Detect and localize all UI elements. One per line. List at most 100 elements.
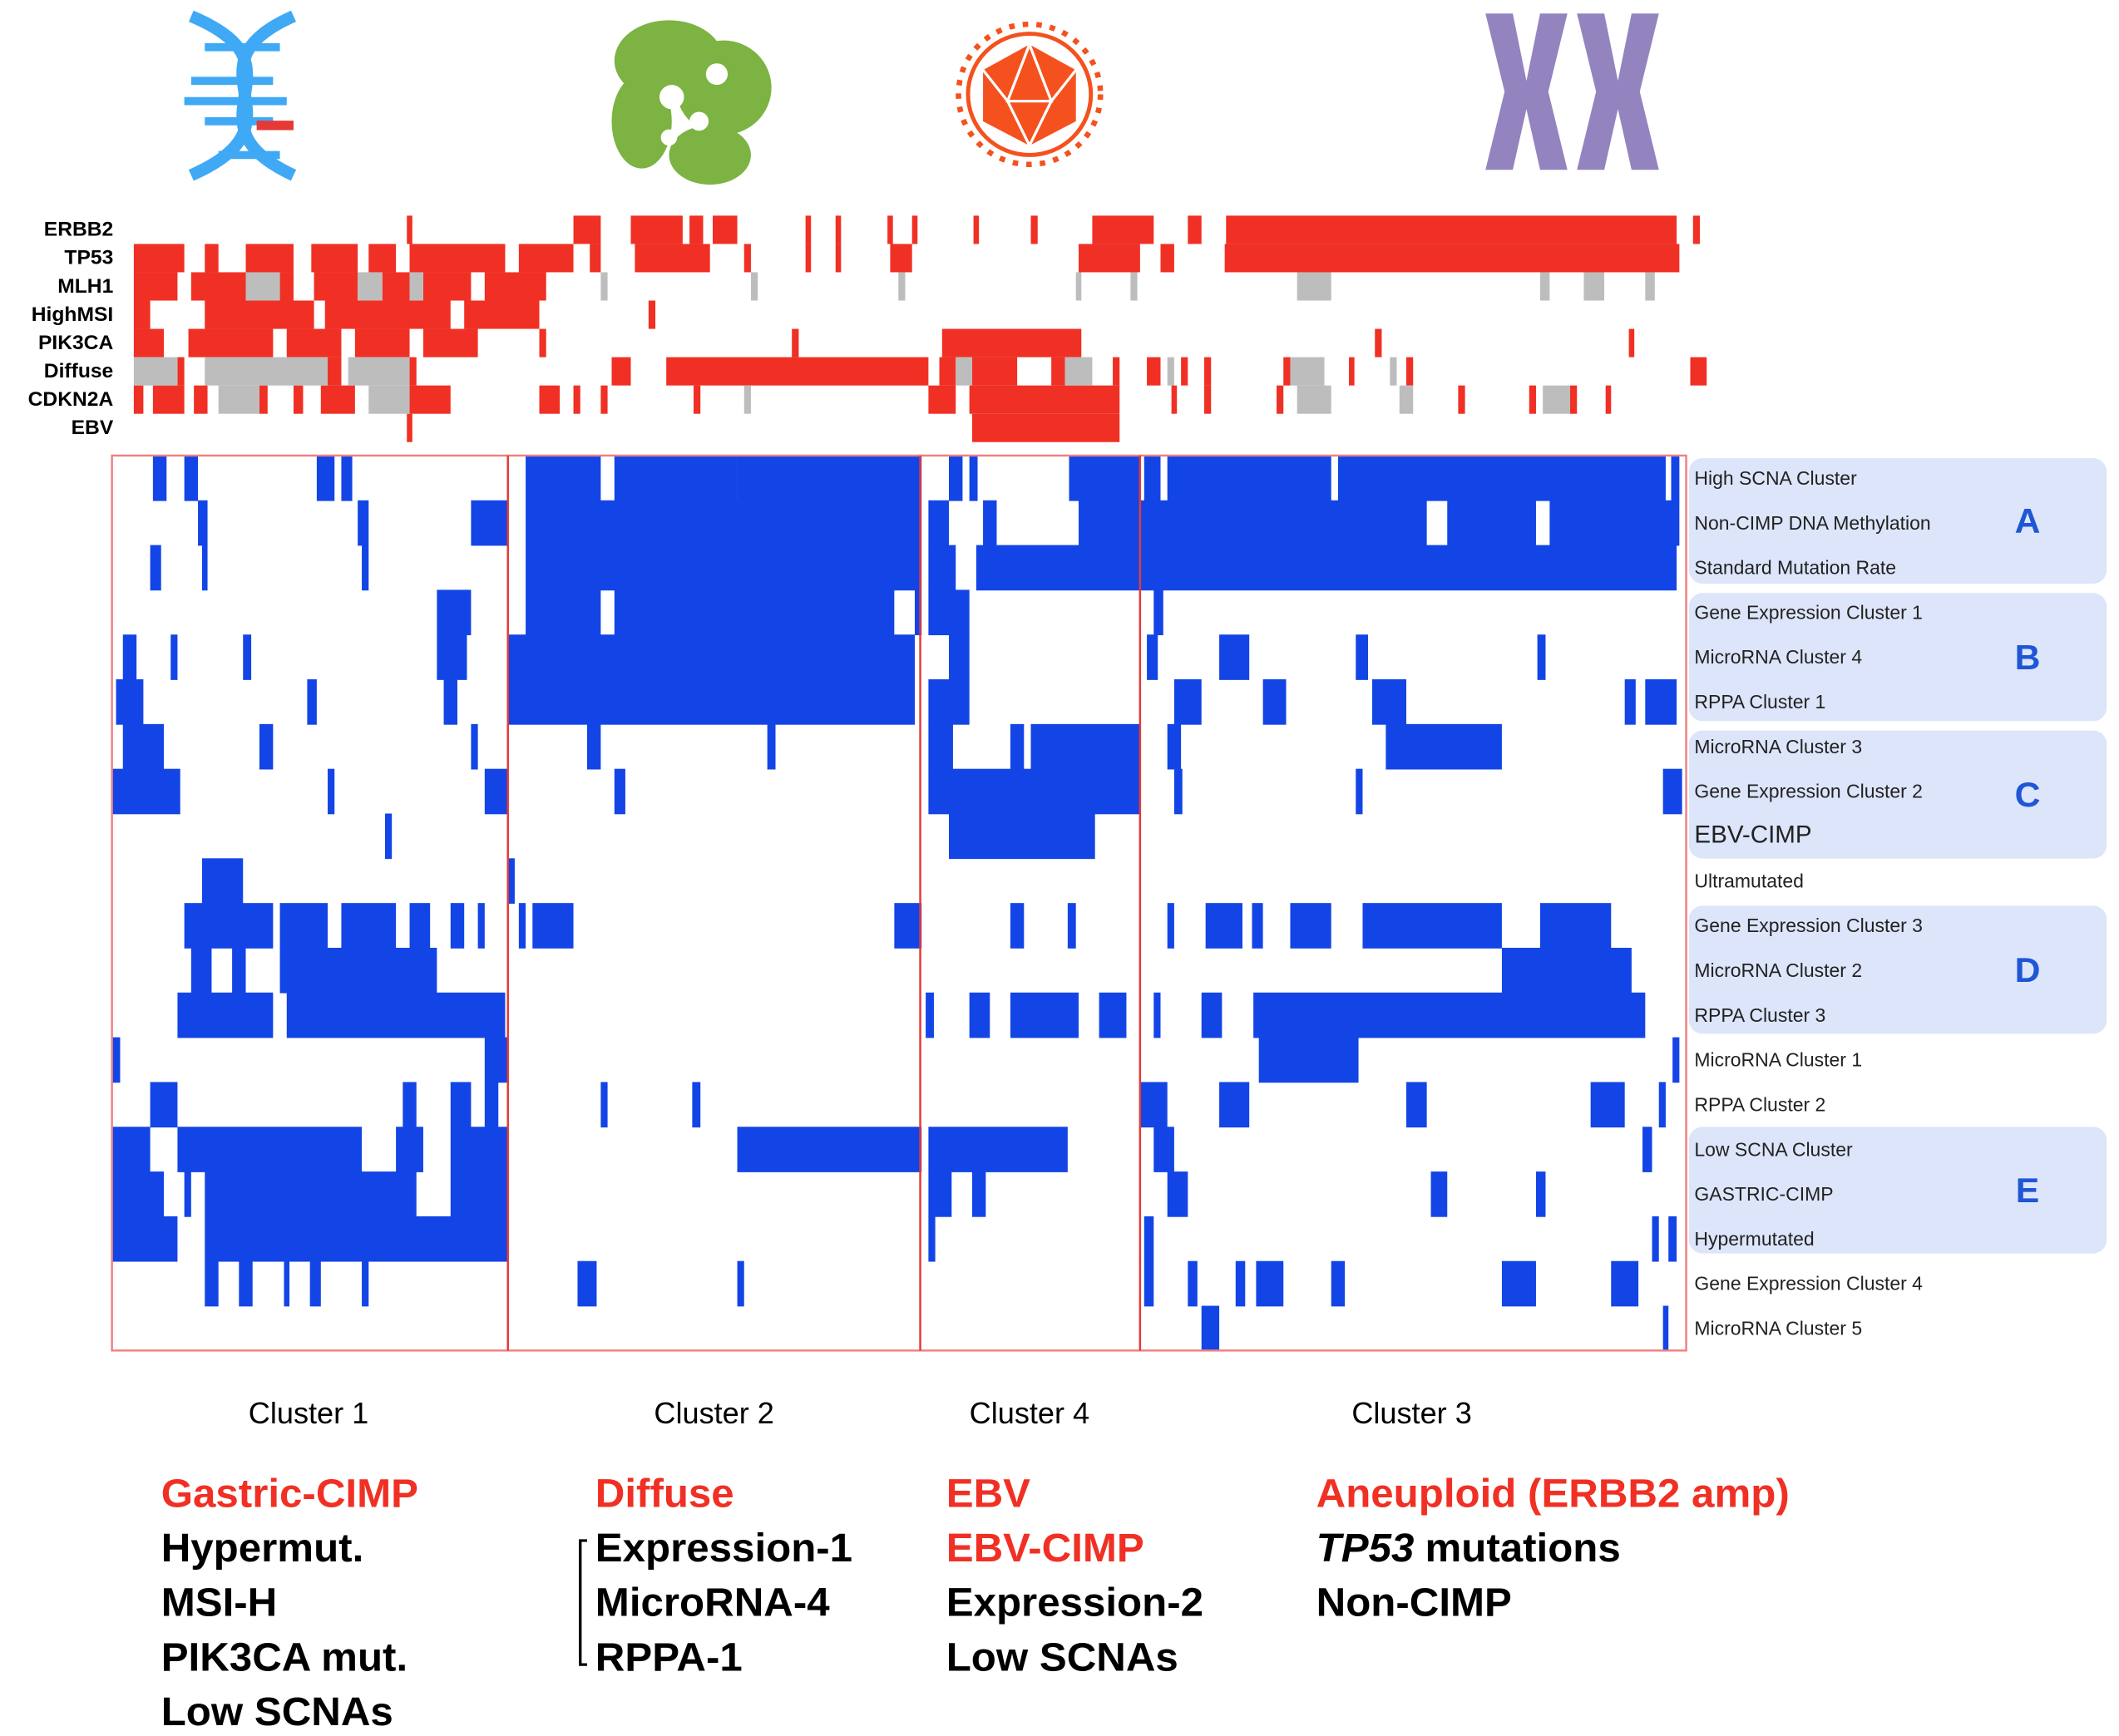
- mutation-cell: [600, 385, 608, 414]
- mutation-cell: [368, 385, 410, 414]
- heatmap-cell: [928, 500, 950, 546]
- heatmap-cell: [1010, 992, 1079, 1038]
- heatmap-cell: [614, 768, 625, 815]
- mutation-cell: [648, 300, 656, 329]
- mutation-cell: [133, 244, 185, 273]
- heatmap-cell: [443, 679, 457, 725]
- heatmap-cell: [1078, 500, 1427, 546]
- mutation-label: CDKN2A: [28, 388, 114, 411]
- mutation-cell: [1349, 357, 1355, 386]
- heatmap-cell: [362, 545, 369, 591]
- row-label: MicroRNA Cluster 5: [1694, 1318, 1862, 1339]
- mutation-cell: [1692, 215, 1700, 244]
- heatmap-cell: [1173, 768, 1183, 815]
- heatmap-cell: [526, 500, 922, 546]
- bracket: [579, 1539, 587, 1666]
- heatmap-cell: [1258, 1037, 1359, 1083]
- heatmap-cell: [116, 679, 144, 725]
- heatmap-cell: [1331, 1260, 1346, 1307]
- heatmap-cell: [1652, 1216, 1659, 1262]
- mutation-cell: [630, 215, 683, 244]
- heatmap-cell: [316, 455, 335, 501]
- heatmap-cell: [409, 903, 431, 949]
- group-box: [1688, 593, 2107, 722]
- heatmap-cell: [532, 903, 574, 949]
- mutation-cell: [743, 244, 751, 273]
- heatmap-cell: [1143, 455, 1161, 501]
- heatmap-cell: [450, 1171, 508, 1217]
- cluster-line: MicroRNA-4: [595, 1581, 830, 1625]
- cluster-line: Low SCNAs: [946, 1635, 1178, 1680]
- mutation-cell: [1277, 385, 1284, 414]
- heatmap-cell: [1067, 903, 1076, 949]
- heatmap-cell: [928, 1216, 936, 1262]
- mutation-cell: [1375, 328, 1382, 358]
- heatmap-cell: [949, 634, 970, 680]
- row-label: RPPA Cluster 2: [1694, 1094, 1825, 1116]
- heatmap-cell: [1535, 1171, 1546, 1217]
- heatmap-cell: [1262, 679, 1287, 725]
- heatmap-cell: [1658, 1082, 1666, 1128]
- mutation-cell: [1204, 385, 1212, 414]
- heatmap-cell: [1173, 679, 1202, 725]
- chromosome-icon: [1485, 13, 1659, 170]
- heatmap-cell: [1235, 1260, 1246, 1307]
- heatmap-cell: [526, 545, 922, 591]
- heatmap-cell: [477, 903, 485, 949]
- mutation-cell: [1645, 272, 1655, 301]
- heatmap-cell: [205, 1171, 417, 1217]
- mutation-cell: [133, 357, 178, 386]
- group-letter: C: [2015, 775, 2041, 814]
- mutation-cell: [205, 300, 314, 329]
- mutation-cell: [177, 357, 185, 386]
- row-label: Gene Expression Cluster 1: [1694, 602, 1923, 624]
- group-letter: A: [2015, 501, 2041, 540]
- mutation-cell: [409, 357, 417, 386]
- heatmap-cell: [152, 455, 167, 501]
- virus-icon: [956, 21, 1104, 168]
- mutation-cell: [928, 385, 956, 414]
- heatmap-cell: [170, 634, 178, 680]
- mutation-cell: [152, 385, 185, 414]
- heatmap-cell: [692, 1082, 701, 1128]
- heatmap-cell: [341, 455, 353, 501]
- mutation-cell: [1030, 215, 1038, 244]
- row-label: Ultramutated: [1694, 870, 1804, 891]
- heatmap-cell: [1143, 1260, 1154, 1307]
- heatmap-cell: [614, 589, 895, 636]
- heatmap-cell: [396, 1127, 423, 1172]
- mutation-tracks: [133, 215, 1707, 442]
- heatmap-cell: [150, 1082, 178, 1128]
- row-label: Hypermutated: [1694, 1228, 1814, 1250]
- heatmap-cell: [1252, 903, 1263, 949]
- heatmap-cell: [507, 634, 915, 680]
- heatmap-cell: [526, 455, 601, 501]
- heatmap-cell: [471, 500, 508, 546]
- mutation-cell: [666, 357, 929, 386]
- mutation-cell: [973, 215, 980, 244]
- cluster-line: Non-CIMP: [1316, 1581, 1512, 1625]
- mutation-cell: [194, 385, 208, 414]
- italic-gene: TP53: [1316, 1526, 1415, 1571]
- row-label: RPPA Cluster 1: [1694, 691, 1825, 713]
- mutation-cell: [1188, 215, 1202, 244]
- row-label: Low SCNA Cluster: [1694, 1138, 1853, 1160]
- heatmap-cell: [1590, 1082, 1625, 1128]
- mutation-cell: [245, 244, 294, 273]
- heatmap-cell: [1672, 1037, 1680, 1083]
- mutation-cell: [1297, 272, 1331, 301]
- row-label: Non-CIMP DNA Methylation: [1694, 512, 1930, 534]
- heatmap-cell: [928, 768, 1140, 815]
- mutation-cell: [1583, 272, 1605, 301]
- mutation-cell: [409, 272, 423, 301]
- mutation-label: MLH1: [57, 275, 113, 298]
- mutation-cell: [354, 328, 410, 358]
- mutation-cell: [1226, 215, 1677, 244]
- heatmap-cell: [111, 1171, 165, 1217]
- mutation-cell: [205, 244, 219, 273]
- mutation-cell: [1406, 357, 1414, 386]
- heatmap-cell: [122, 634, 137, 680]
- mutation-cell: [939, 357, 956, 386]
- mutation-cell: [484, 272, 546, 301]
- mutation-cell: [1160, 244, 1174, 273]
